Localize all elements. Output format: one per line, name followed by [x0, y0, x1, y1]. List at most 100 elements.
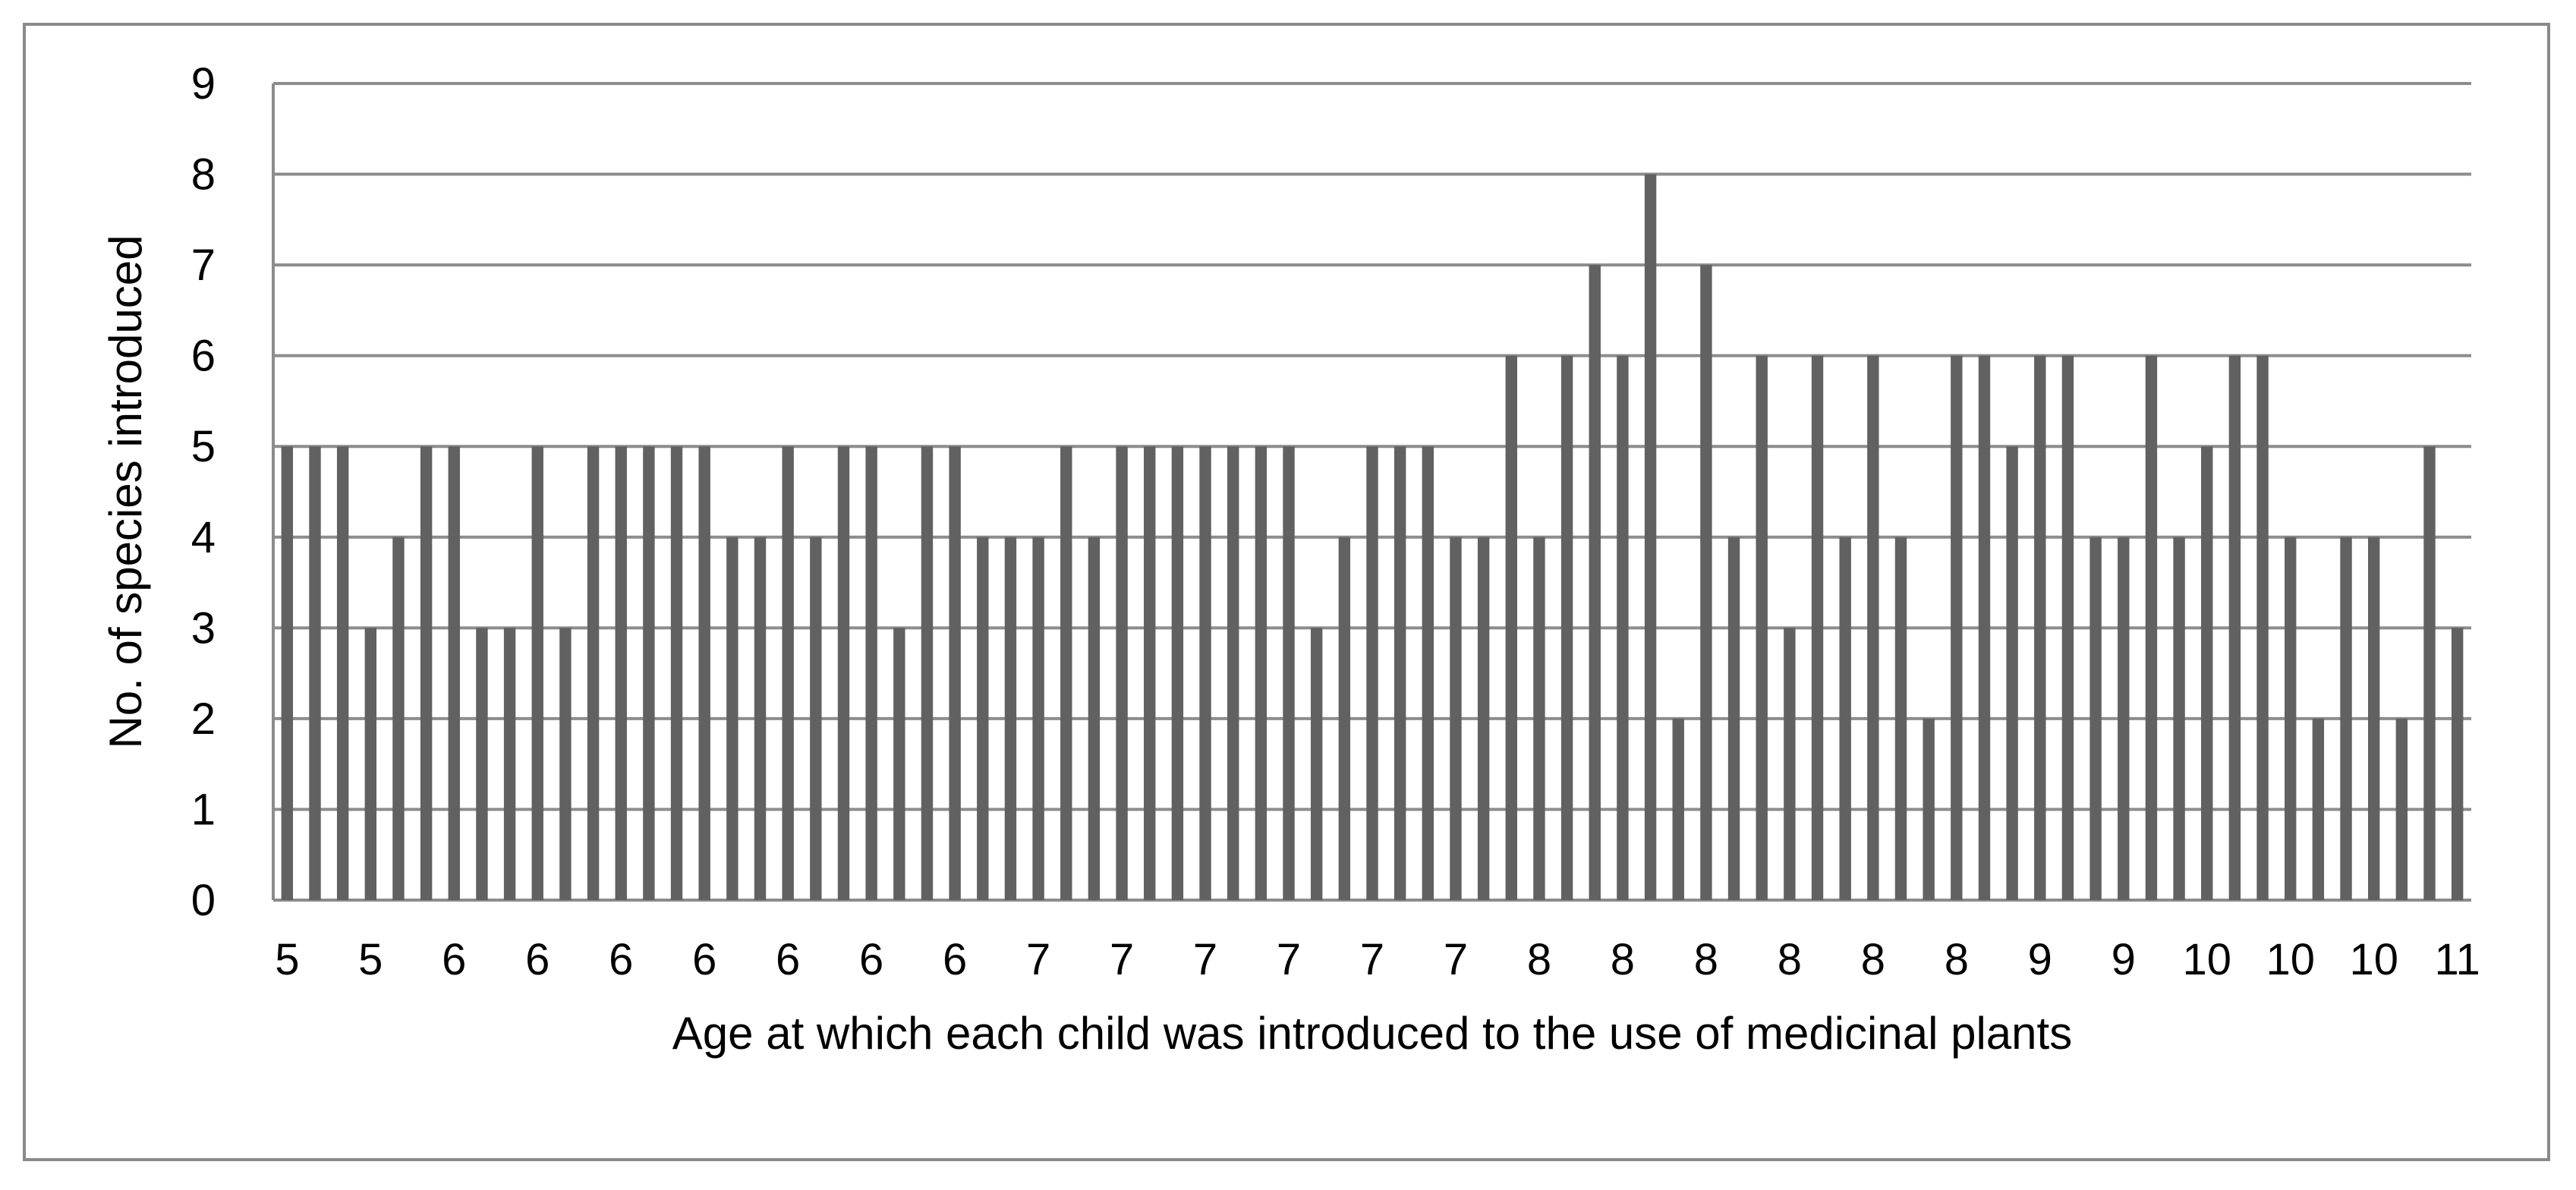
- bar: [1393, 446, 1406, 900]
- bar: [865, 446, 877, 900]
- x-tick-label: 6: [859, 935, 883, 984]
- bar: [1171, 446, 1184, 900]
- x-tick-label: 7: [1193, 935, 1217, 984]
- bar: [503, 628, 516, 900]
- bar: [1811, 355, 1824, 901]
- x-axis-title: Age at which each child was introduced t…: [672, 1008, 2072, 1059]
- bar: [1867, 355, 1879, 901]
- x-tick-label: 11: [2435, 935, 2480, 984]
- bar: [364, 628, 377, 900]
- bar: [643, 446, 655, 900]
- bar: [1700, 265, 1712, 901]
- x-tick-label: 6: [692, 935, 716, 984]
- bar: [420, 446, 433, 900]
- bar: [615, 446, 627, 900]
- bar: [1255, 446, 1268, 900]
- bar: [1951, 355, 1963, 901]
- x-tick-label: 8: [1861, 935, 1885, 984]
- bar: [531, 446, 543, 900]
- bar: [2173, 537, 2185, 900]
- x-tick-label: 8: [1527, 935, 1551, 984]
- bar: [1839, 537, 1851, 900]
- bar: [1672, 718, 1684, 900]
- bar: [2201, 446, 2213, 900]
- bar: [2367, 537, 2380, 900]
- bar-chart: 0 1 2 3 4 5 6 7 8 9 5 5 6 6 6 6 6 6 6 7 7 7 7 7 7 8 8 8 8 8 8 9 9 10 10 10…: [100, 59, 2480, 1059]
- bar: [1727, 537, 1740, 900]
- bar: [1784, 628, 1796, 900]
- x-tick-label: 9: [2112, 935, 2136, 984]
- bar: [2118, 537, 2130, 900]
- bar: [698, 446, 710, 900]
- bar: [949, 446, 961, 900]
- bar: [1422, 446, 1434, 900]
- y-axis-title: No. of species introduced: [100, 235, 151, 748]
- bar: [2061, 355, 2074, 901]
- bar: [587, 446, 600, 900]
- bar: [754, 537, 767, 900]
- x-tick-label: 8: [1945, 935, 1969, 984]
- x-tick-label: 7: [1444, 935, 1468, 984]
- bar: [2395, 718, 2408, 900]
- bar: [1644, 174, 1657, 901]
- y-tick-label: 9: [191, 59, 216, 109]
- x-tick-label: 10: [2182, 935, 2231, 984]
- bar: [2006, 446, 2018, 900]
- bar: [1032, 537, 1044, 900]
- y-tick-label: 4: [191, 513, 216, 562]
- bar: [1116, 446, 1128, 900]
- bar: [782, 446, 794, 900]
- bar: [392, 537, 405, 900]
- bar: [309, 446, 321, 900]
- bar: [726, 537, 738, 900]
- bar: [1923, 718, 1935, 900]
- bar: [1060, 446, 1072, 900]
- bar: [1283, 446, 1295, 900]
- bar: [2228, 355, 2241, 901]
- y-tick-label: 7: [191, 241, 216, 290]
- bar: [893, 628, 905, 900]
- bar: [2423, 446, 2436, 900]
- bar: [1199, 446, 1211, 900]
- bar: [1088, 537, 1101, 900]
- x-tick-label: 8: [1611, 935, 1635, 984]
- x-tick-label: 6: [943, 935, 967, 984]
- bar: [1004, 537, 1017, 900]
- x-tick-label: 7: [1026, 935, 1050, 984]
- bar: [476, 628, 488, 900]
- bar: [2034, 355, 2046, 901]
- x-tick-label: 6: [525, 935, 550, 984]
- bar: [810, 537, 822, 900]
- bar: [1338, 537, 1351, 900]
- bar: [2256, 355, 2269, 901]
- bar: [1617, 355, 1629, 901]
- y-tick-label: 1: [191, 785, 216, 834]
- x-tick-label: 8: [1694, 935, 1718, 984]
- bar: [837, 446, 850, 900]
- bar: [2089, 537, 2102, 900]
- y-tick-label: 6: [191, 332, 216, 381]
- bar: [977, 537, 989, 900]
- bar: [559, 628, 572, 900]
- y-tick-label: 5: [191, 422, 216, 471]
- bar: [1310, 628, 1323, 900]
- bar: [1450, 537, 1462, 900]
- x-tick-label: 7: [1277, 935, 1301, 984]
- y-tick-label: 0: [191, 876, 216, 925]
- x-tick-label: 5: [358, 935, 383, 984]
- bars: [281, 174, 2464, 901]
- x-tick-label: 6: [609, 935, 633, 984]
- chart-frame: 0 1 2 3 4 5 6 7 8 9 5 5 6 6 6 6 6 6 6 7 7 7 7 7 7 8 8 8 8 8 8 9 9 10 10 10…: [23, 23, 2550, 1161]
- bar: [1533, 537, 1545, 900]
- bar: [281, 446, 294, 900]
- x-tick-label: 10: [2266, 935, 2315, 984]
- bar: [448, 446, 460, 900]
- x-tick-label: 6: [776, 935, 800, 984]
- bar: [1560, 355, 1573, 901]
- x-tick-label: 9: [2028, 935, 2052, 984]
- bar: [1589, 265, 1601, 901]
- bar: [1505, 355, 1517, 901]
- bar: [2312, 718, 2325, 900]
- bar: [2340, 537, 2352, 900]
- x-tick-label: 5: [275, 935, 299, 984]
